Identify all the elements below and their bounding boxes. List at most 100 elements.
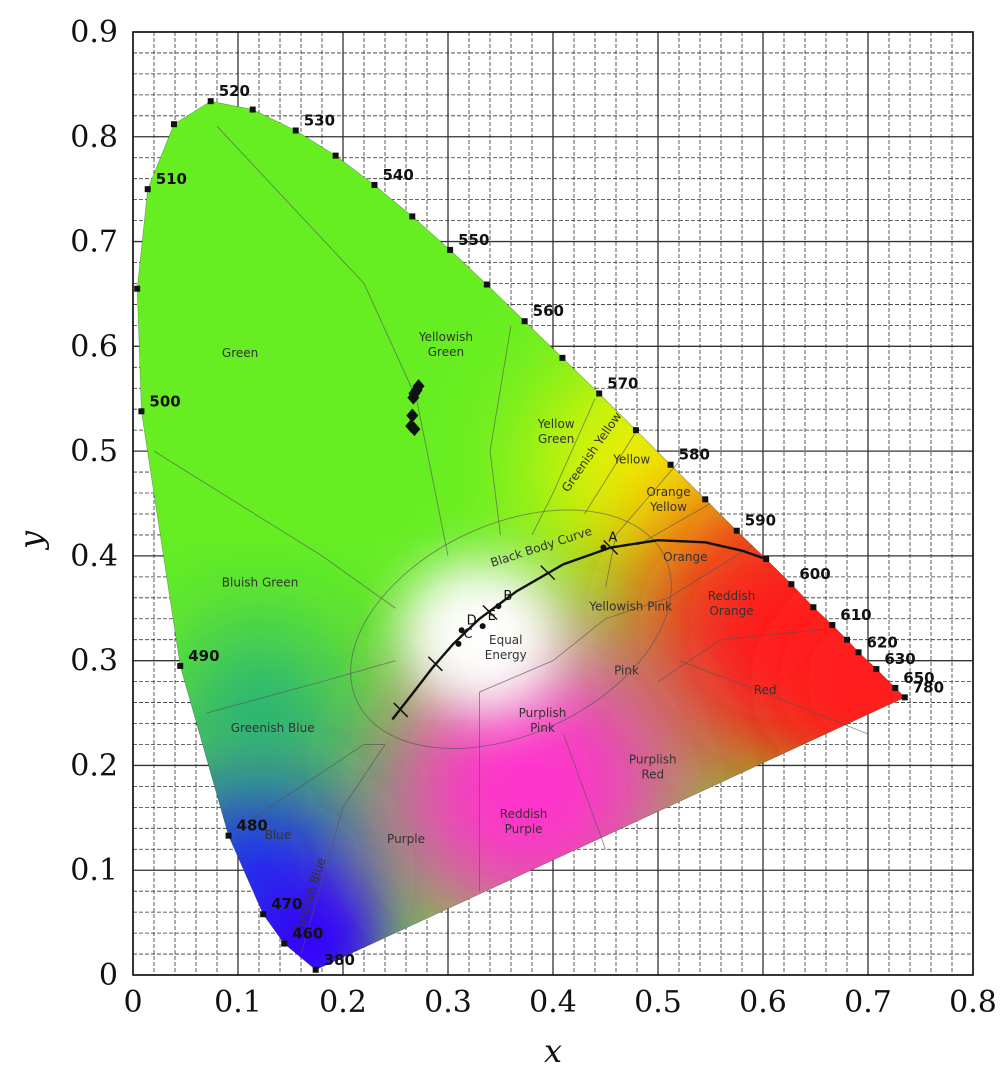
- data-point: [412, 379, 425, 394]
- deep-red-glow: [778, 591, 905, 772]
- wavelength-marker: [632, 427, 639, 434]
- x-tick-label: 0.7: [844, 985, 892, 1020]
- locus-outline: [136, 100, 906, 971]
- wavelength-marker: [447, 246, 454, 253]
- wavelength-marker: [559, 354, 566, 361]
- white-core: [413, 584, 504, 675]
- y-tick-label: 0.8: [70, 120, 118, 155]
- wavelength-label: 570: [607, 374, 638, 392]
- wavelength-label: 590: [745, 512, 776, 530]
- wavelength-label: 650: [903, 669, 934, 687]
- wavelength-label: 470: [271, 895, 302, 913]
- wavelength-marker: [596, 390, 603, 397]
- wavelength-label: 580: [679, 446, 710, 464]
- wavelength-marker: [260, 911, 267, 918]
- region-label: Greenish Blue: [231, 721, 315, 735]
- wavelength-marker: [702, 496, 709, 503]
- wavelength-marker: [844, 636, 850, 643]
- region-label: Pink: [614, 663, 639, 677]
- x-tick-label: 0.1: [214, 985, 262, 1020]
- wavelength-marker: [483, 281, 490, 288]
- axes: 0 0.1 0.2 0.3 0.4 0.5 0.6 0.7 0.8 0 0.1 0.2 0.3 0.4 0.…: [12, 15, 997, 1070]
- wavelength-label: 490: [188, 647, 219, 665]
- illuminant-point: [600, 544, 607, 551]
- region-boundary: [237, 744, 385, 829]
- region-label: Blue: [265, 828, 292, 842]
- wavelength-label: 380: [324, 951, 355, 969]
- region-label: Purplish Pink: [519, 706, 567, 735]
- x-tick-label: 0.4: [529, 985, 577, 1020]
- region-boundary: [563, 733, 606, 850]
- wavelength-label: 520: [219, 82, 250, 100]
- wavelength-marker: [207, 98, 214, 105]
- wavelength-marker: [371, 181, 378, 188]
- wavelength-marker: [763, 556, 770, 563]
- region-label: Purple: [387, 832, 425, 846]
- wavelength-marker: [733, 527, 740, 534]
- x-tick-label: 0.3: [424, 985, 472, 1020]
- wavelength-marker: [138, 408, 145, 415]
- wavelength-marker: [855, 649, 862, 656]
- region-label: Yellow Green: [537, 417, 575, 446]
- region-boundary: [636, 503, 711, 546]
- region-label: Reddish Orange: [708, 589, 756, 618]
- data-point: [406, 408, 419, 423]
- y-tick-label: 0.9: [70, 15, 118, 50]
- illuminant-point: [455, 640, 462, 647]
- region-boundary: [479, 660, 554, 693]
- y-axis-title: y: [12, 530, 50, 551]
- illuminant-point: [458, 627, 465, 634]
- black-body-line: [391, 538, 764, 721]
- wavelength-label: 600: [799, 565, 830, 583]
- wavelength-marker: [667, 461, 674, 468]
- plot-frame: [132, 31, 974, 976]
- region-label: Yellowish Pink: [588, 599, 672, 613]
- region-label: Reddish Purple: [500, 807, 548, 836]
- wavelength-label: 510: [156, 170, 187, 188]
- wavelength-marker: [829, 622, 836, 629]
- wavelength-marker: [249, 106, 256, 113]
- data-point: [407, 390, 420, 405]
- wavelength-label: 630: [884, 650, 915, 668]
- region-label: Yellowish Green: [418, 330, 473, 359]
- wavelength-marker: [281, 940, 288, 947]
- x-tick-label: 0.2: [319, 985, 367, 1020]
- y-tick-label: 0.6: [70, 329, 118, 364]
- region-boundary: [678, 660, 869, 735]
- central-region-boundary: [350, 509, 672, 749]
- wavelength-label: 560: [533, 302, 564, 320]
- wavelength-marker: [144, 186, 151, 193]
- wavelength-label: 550: [458, 231, 489, 249]
- illuminant-label: B: [503, 589, 512, 604]
- y-tick-label: 0.7: [70, 225, 118, 260]
- region-label: Orange Yellow: [646, 485, 690, 514]
- data-point: [408, 422, 421, 437]
- wavelength-marker: [409, 213, 416, 220]
- wavelength-marker: [292, 127, 299, 134]
- illuminant-label: E: [488, 609, 496, 624]
- region-boundary: [605, 461, 680, 588]
- region-boundary: [300, 744, 386, 955]
- wavelength-marker: [312, 966, 319, 973]
- y-tick-label: 0.2: [70, 748, 118, 783]
- y-tick-label: 0.1: [70, 853, 118, 888]
- region-boundary: [584, 429, 638, 515]
- violet-glow: [241, 873, 382, 970]
- data-points: A B CD E: [405, 379, 617, 647]
- region-boundary: [206, 660, 396, 714]
- y-tick-label: 0.4: [70, 539, 118, 574]
- wavelength-label: 610: [840, 606, 871, 624]
- region-boundary: [489, 325, 512, 535]
- wavelength-marker: [332, 152, 339, 159]
- wavelength-marker: [521, 318, 528, 325]
- region-label: Yellow: [612, 453, 650, 467]
- isotherm-tick: [427, 656, 443, 672]
- region-label: Equal Energy: [485, 633, 527, 662]
- region-boundary: [657, 628, 827, 682]
- wavelength-label: 620: [867, 633, 898, 651]
- region-label: Purplish Red: [629, 752, 677, 781]
- illuminant-label: D: [467, 613, 477, 628]
- region-boundary: [531, 398, 596, 536]
- y-tick-label: 0.5: [70, 434, 118, 469]
- wavelength-label: 780: [913, 678, 944, 696]
